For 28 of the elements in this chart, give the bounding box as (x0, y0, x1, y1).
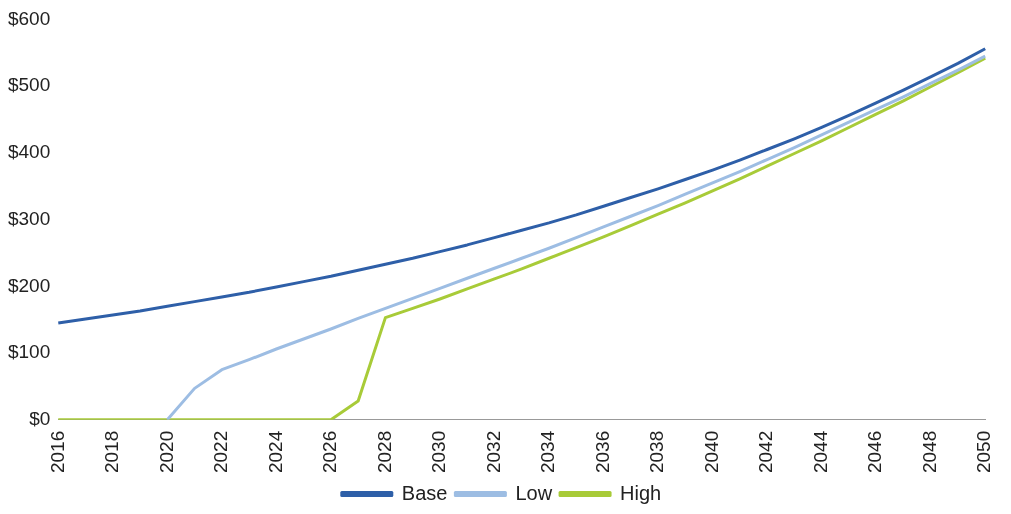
x-tick-label: 2042 (755, 430, 777, 474)
x-tick-label: 2032 (482, 430, 504, 474)
y-tick-label: $500 (7, 74, 51, 96)
x-tick-label: 2034 (537, 430, 559, 474)
x-tick-label: 2046 (864, 430, 886, 474)
legend-label: High (620, 481, 662, 504)
x-tick-label: 2050 (973, 430, 995, 474)
x-tick-label: 2036 (591, 430, 613, 474)
x-tick-label: 2018 (101, 430, 123, 474)
x-tick-label: 2026 (319, 430, 341, 474)
x-tick-label: 2038 (646, 430, 668, 474)
y-tick-label: $100 (7, 341, 51, 363)
legend-label: Low (515, 481, 553, 504)
y-tick-label: $0 (29, 407, 51, 429)
y-tick-label: $600 (7, 7, 51, 29)
x-tick-label: 2020 (155, 430, 177, 474)
x-tick-label: 2044 (809, 430, 831, 474)
x-tick-label: 2048 (918, 430, 940, 474)
y-tick-label: $200 (7, 274, 51, 296)
x-tick-label: 2022 (210, 430, 232, 474)
x-tick-label: 2030 (428, 430, 450, 474)
legend-label: Base (401, 481, 448, 504)
y-tick-label: $400 (7, 141, 51, 163)
x-tick-label: 2016 (46, 430, 68, 474)
x-tick-label: 2028 (373, 430, 395, 474)
x-tick-label: 2040 (700, 430, 722, 474)
y-tick-label: $300 (7, 207, 51, 229)
x-tick-label: 2024 (264, 430, 286, 474)
